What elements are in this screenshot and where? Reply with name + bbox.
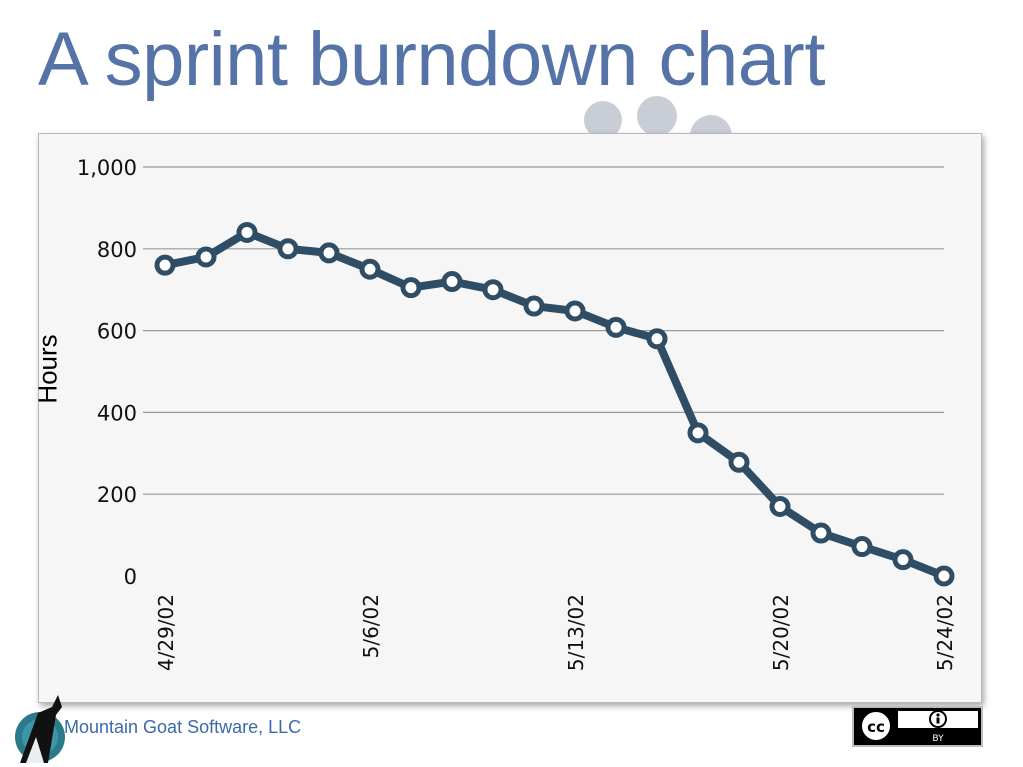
data-point [441,271,463,293]
creative-commons-badge: cc BY [852,706,983,747]
svg-text:cc: cc [867,718,885,736]
data-point [564,300,586,322]
x-tick-label: 4/29/02 [154,594,178,671]
data-point [523,295,545,317]
data-point [851,536,873,558]
data-point [646,328,668,350]
y-tick-label: 200 [97,483,137,507]
x-tick-label: 5/13/02 [564,594,588,671]
data-point [318,242,340,264]
data-point [605,316,627,338]
y-axis-label: Hours [32,334,63,404]
data-point [933,565,955,587]
data-point [687,422,709,444]
data-point [154,254,176,276]
y-tick-label: 800 [97,238,137,262]
y-tick-label: 1,000 [77,156,137,180]
chart-canvas: 0 200 400 600 800 1,000 4/29/02 5/6/02 5/13/02 5/… [77,156,957,671]
data-point [277,238,299,260]
x-tick-label: 5/6/02 [359,594,383,658]
y-tick-label: 600 [97,320,137,344]
x-tick-label: 5/24/02 [933,594,957,671]
x-tick-label: 5/20/02 [769,594,793,671]
data-point [769,495,791,517]
decorative-dots [584,96,732,138]
data-point [400,277,422,299]
data-point [482,279,504,301]
company-name: Mountain Goat Software, LLC [64,717,302,737]
burndown-chart: 0 200 400 600 800 1,000 4/29/02 5/6/02 5/13/02 5/… [38,133,982,703]
data-point [359,258,381,280]
data-point [236,221,258,243]
slide-title: A sprint burndown chart [38,17,825,102]
decorative-dot [690,115,732,138]
decorative-dot [637,96,677,136]
license-by-label: BY [932,734,944,744]
decorative-dot [584,101,622,138]
data-point [810,522,832,544]
cc-icon [860,710,892,742]
data-point [195,246,217,268]
data-point [892,549,914,571]
y-tick-label: 0 [124,565,137,589]
data-point [728,451,750,473]
y-tick-label: 400 [97,401,137,425]
goat-logo-icon [15,695,65,763]
series-line [161,228,948,580]
